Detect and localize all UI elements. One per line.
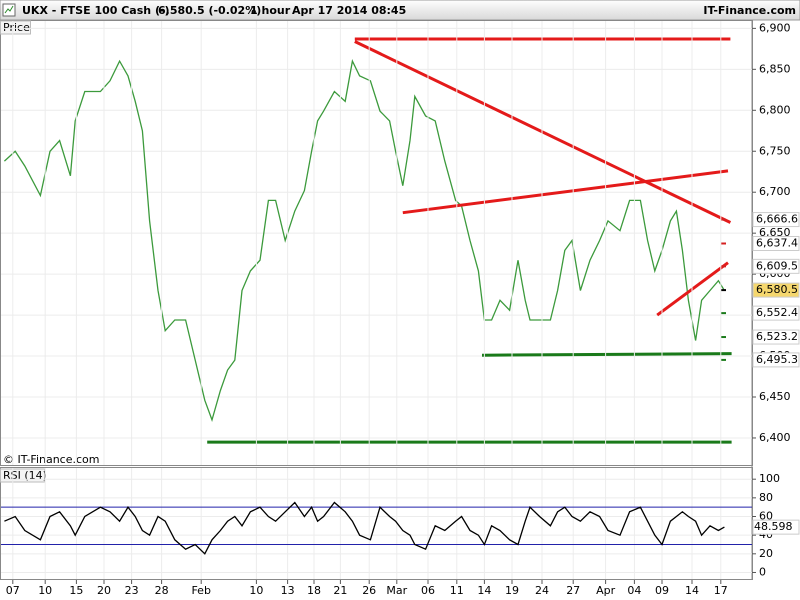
- y-tick-label: 80: [759, 491, 773, 504]
- x-tick-label: 28: [155, 584, 169, 597]
- trendline: [354, 40, 732, 224]
- x-tick-label: 14: [685, 584, 699, 597]
- price-tag: [752, 235, 800, 251]
- y-tick-label: 6,750: [759, 144, 791, 157]
- x-tick-label: 13: [281, 584, 295, 597]
- y-tick-label: 6,800: [759, 103, 791, 116]
- y-tick-label: 6,650: [759, 226, 791, 239]
- credit: © IT-Finance.com: [3, 453, 100, 466]
- y-tick-label: 6,900: [759, 21, 791, 34]
- grid-layer: [1, 27, 752, 439]
- x-tick-label: 17: [714, 584, 728, 597]
- x-tick-label: 09: [655, 584, 669, 597]
- x-tick-label: 15: [69, 584, 83, 597]
- y-tick-label: 6,700: [759, 185, 791, 198]
- x-tick-label: Mar: [386, 584, 407, 597]
- series-line: [3, 59, 725, 422]
- price-tag-label: 6,637.4: [756, 236, 798, 249]
- y-tick-label: 60: [759, 510, 773, 523]
- x-tick-label: 23: [125, 584, 139, 597]
- brand: IT-Finance.com: [703, 4, 796, 17]
- timestamp: Apr 17 2014 08:45: [292, 4, 406, 17]
- x-tick-label: 07: [6, 584, 20, 597]
- x-tick-label: 26: [362, 584, 376, 597]
- grid-layer: [1, 21, 752, 579]
- symbol: UKX - FTSE 100 Cash (-): [22, 4, 170, 17]
- price-tag: [752, 305, 800, 321]
- interval: 1 hour: [250, 4, 291, 17]
- current-tag-label: 48.598: [754, 520, 793, 533]
- price-tag-label: 6,495.3: [756, 353, 798, 366]
- x-tick-label: 27: [566, 584, 580, 597]
- quote: 6,580.5 (-0.02%): [158, 4, 261, 17]
- x-tick-label: 10: [249, 584, 263, 597]
- x-tick-label: 20: [97, 584, 111, 597]
- x-tick-label: 19: [505, 584, 519, 597]
- series-line: [4, 501, 725, 555]
- price-tag-label: 6,609.5: [756, 259, 798, 272]
- y-tick-label: 6,450: [759, 390, 791, 403]
- header-icon-glyph: [4, 5, 14, 14]
- y-tick-label: 0: [759, 565, 766, 578]
- y-tick-label: 20: [759, 547, 773, 560]
- price-tag: [752, 282, 800, 298]
- trendline: [656, 261, 729, 317]
- price-tag-label: 6,552.4: [756, 306, 798, 319]
- panel-label: RSI (14): [3, 469, 47, 482]
- x-tick-label: 06: [421, 584, 435, 597]
- x-tick-label: 10: [38, 584, 52, 597]
- price-tag-label: 6,666.6: [756, 213, 798, 226]
- marks-layer: [3, 37, 732, 444]
- x-tick-label: 11: [450, 584, 464, 597]
- panel-label-box: [0, 20, 31, 35]
- price-tag: [752, 329, 800, 345]
- x-tick-label: Feb: [191, 584, 210, 597]
- current-tag: [752, 519, 800, 535]
- x-tick-label: 24: [535, 584, 549, 597]
- rsi-panel: [0, 467, 753, 580]
- x-tick-label: 14: [477, 584, 491, 597]
- y-tick-label: 6,850: [759, 62, 791, 75]
- panel-label: Price: [3, 21, 30, 34]
- price-tag-label: 6,580.5: [756, 283, 798, 296]
- x-tick-label: 04: [627, 584, 641, 597]
- marks-layer: [4, 501, 725, 555]
- x-tick-label: Apr: [596, 584, 616, 597]
- axis-layer: 6,4006,4506,5006,5506,6006,6506,7006,750…: [721, 21, 800, 444]
- price-tag: [752, 258, 800, 274]
- trendline: [481, 352, 732, 357]
- price-tag: [752, 212, 800, 228]
- x-tick-label: 21: [333, 584, 347, 597]
- price-panel: [0, 20, 753, 466]
- x-tick-label: 18: [307, 584, 321, 597]
- price-tag: [752, 352, 800, 368]
- price-tag-label: 6,523.2: [756, 330, 798, 343]
- y-tick-label: 6,400: [759, 431, 791, 444]
- y-tick-label: 100: [759, 472, 780, 485]
